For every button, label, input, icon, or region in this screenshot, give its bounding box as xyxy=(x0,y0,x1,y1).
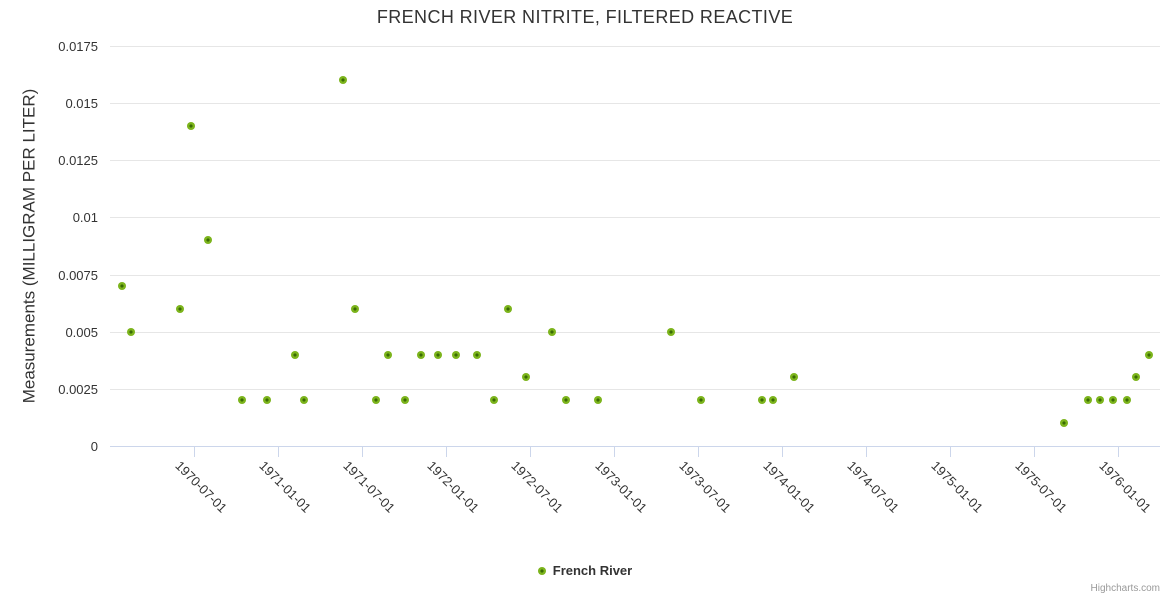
x-axis-tick xyxy=(1118,447,1119,457)
x-axis-label: 1975-07-01 xyxy=(1012,458,1071,516)
data-point[interactable] xyxy=(1144,350,1153,359)
gridline xyxy=(110,388,1160,390)
x-axis-label: 1971-01-01 xyxy=(256,458,315,516)
data-point[interactable] xyxy=(299,396,308,405)
data-point[interactable] xyxy=(384,350,393,359)
x-axis-tick xyxy=(278,447,279,457)
data-point[interactable] xyxy=(1083,396,1092,405)
x-axis-tick xyxy=(950,447,951,457)
x-axis-tick xyxy=(446,447,447,457)
data-point[interactable] xyxy=(547,327,556,336)
gridline xyxy=(110,160,1160,162)
data-point[interactable] xyxy=(1123,396,1132,405)
gridline xyxy=(110,217,1160,219)
data-point[interactable] xyxy=(1059,419,1068,428)
data-point[interactable] xyxy=(237,396,246,405)
data-point[interactable] xyxy=(176,304,184,313)
x-axis-label: 1974-01-01 xyxy=(760,458,819,516)
x-axis-label: 1975-01-01 xyxy=(928,458,987,516)
data-point[interactable] xyxy=(666,327,675,336)
data-point[interactable] xyxy=(697,396,706,405)
series-marker-icon xyxy=(537,566,546,575)
y-axis-label: 0.01 xyxy=(72,210,98,226)
data-point[interactable] xyxy=(186,122,195,130)
data-point[interactable] xyxy=(416,350,425,359)
data-point[interactable] xyxy=(372,396,380,405)
plot-area: 1970-07-01 1971-01-01 1971-07-01 1972-01-01… xyxy=(110,46,1160,516)
data-point[interactable] xyxy=(127,327,136,336)
y-axis-label: 0.005 xyxy=(65,324,98,340)
x-axis-tick xyxy=(1034,447,1035,457)
data-point[interactable] xyxy=(561,396,570,405)
data-point[interactable] xyxy=(489,396,498,405)
data-point[interactable] xyxy=(350,304,359,313)
legend: French River xyxy=(0,563,1170,578)
x-axis-label: 1974-07-01 xyxy=(844,458,903,516)
data-point[interactable] xyxy=(769,396,778,405)
y-axis-labels: 0 0.0025 0.005 0.0075 0.01 0.0125 0.015 0.0175 xyxy=(0,39,98,454)
legend-item-label: French River xyxy=(552,563,633,578)
data-point[interactable] xyxy=(263,396,272,405)
x-axis-label: 1973-01-01 xyxy=(592,458,651,516)
chart-title: FRENCH RIVER NITRITE, FILTERED REACTIVE xyxy=(376,7,794,27)
data-point[interactable] xyxy=(789,373,798,382)
data-point[interactable] xyxy=(400,396,409,405)
x-axis-tick xyxy=(530,447,531,457)
data-point[interactable] xyxy=(521,373,530,382)
data-point[interactable] xyxy=(1096,396,1105,405)
x-axis-line xyxy=(110,446,1160,447)
x-axis-label: 1971-07-01 xyxy=(340,458,399,516)
x-axis-label: 1972-07-01 xyxy=(508,458,567,516)
gridline xyxy=(110,103,1160,105)
gridline xyxy=(110,46,1160,47)
y-axis-label: 0 xyxy=(90,439,98,454)
x-axis-tick xyxy=(782,447,783,457)
x-axis-label: 1970-07-01 xyxy=(172,458,231,516)
x-axis-tick xyxy=(194,447,195,457)
data-point[interactable] xyxy=(118,282,127,290)
data-point[interactable] xyxy=(204,236,213,245)
highcharts-credits-link[interactable]: Highcharts.com xyxy=(1090,583,1160,594)
x-axis-tick xyxy=(362,447,363,457)
data-point[interactable] xyxy=(290,350,299,359)
x-axis-label: 1973-07-01 xyxy=(676,458,735,516)
legend-item-french-river[interactable]: French River xyxy=(537,563,633,578)
data-point[interactable] xyxy=(1108,396,1117,405)
y-axis-label: 0.0175 xyxy=(58,39,98,54)
data-point[interactable] xyxy=(594,396,603,405)
y-axis-label: 0.0125 xyxy=(58,153,98,169)
data-point[interactable] xyxy=(338,76,347,85)
x-axis-label: 1976-01-01 xyxy=(1096,458,1155,516)
y-axis-label: 0.0025 xyxy=(58,381,98,397)
x-axis-tick xyxy=(698,447,699,457)
x-axis-tick xyxy=(866,447,867,457)
data-point[interactable] xyxy=(451,350,460,359)
gridline xyxy=(110,331,1160,333)
x-axis-tick xyxy=(614,447,615,457)
y-axis-label: 0.0075 xyxy=(58,267,98,283)
x-axis-label: 1972-01-01 xyxy=(424,458,483,516)
y-axis-label: 0.015 xyxy=(65,96,98,112)
data-point[interactable] xyxy=(758,396,767,405)
data-point[interactable] xyxy=(1131,373,1140,382)
gridline xyxy=(110,274,1160,276)
data-point[interactable] xyxy=(473,350,482,359)
data-point[interactable] xyxy=(434,350,443,359)
data-point[interactable] xyxy=(503,304,512,313)
